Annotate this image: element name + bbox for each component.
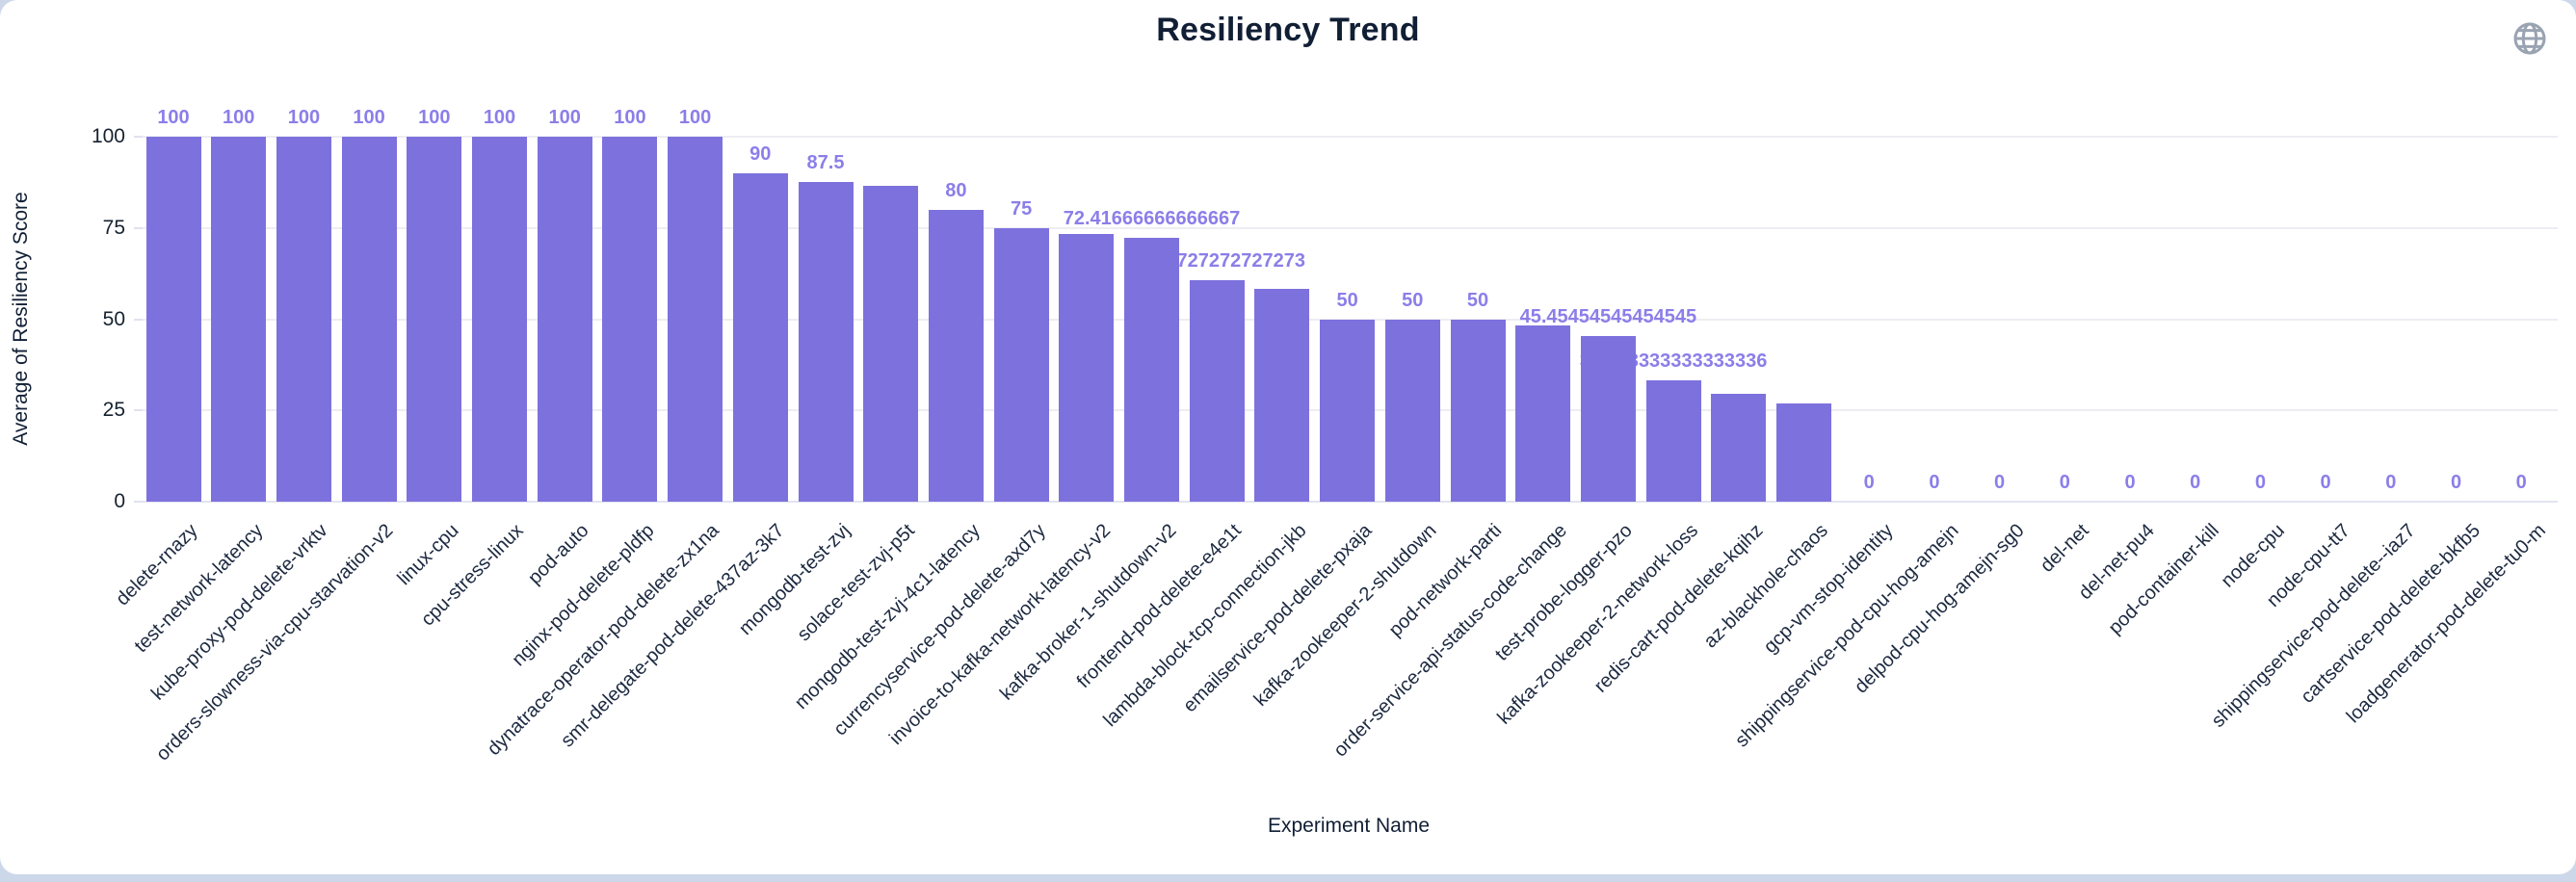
y-tick-mark	[134, 318, 143, 321]
bar[interactable]	[407, 137, 462, 502]
bar[interactable]	[1384, 319, 1440, 502]
bar-value-label: 0	[2515, 472, 2527, 493]
y-tick-label: 75	[102, 216, 125, 239]
bar-value-label: 0	[2059, 472, 2070, 493]
bar-value-label: 75	[1010, 197, 1033, 220]
bar-value-label: 100	[614, 107, 646, 128]
x-tick-label: solace-test-zvj-p5t	[793, 520, 920, 646]
bar-value-label: 0	[2320, 472, 2331, 493]
bar[interactable]	[1776, 403, 1831, 502]
bar-value-label: 100	[678, 107, 712, 128]
x-tick-label: dynatrace-operator-pod-delete-zx1na	[484, 520, 724, 761]
bar[interactable]	[1320, 319, 1376, 502]
bar[interactable]	[1711, 393, 1767, 502]
x-tick-label: orders-slowness-via-cpu-starvation-v2	[152, 520, 398, 765]
bar[interactable]	[472, 137, 527, 502]
bar[interactable]	[1450, 319, 1506, 502]
bar-value-label: 100	[157, 107, 190, 128]
bar[interactable]	[1059, 234, 1115, 502]
bar-value-label: 80	[945, 179, 967, 201]
bar[interactable]	[732, 172, 788, 502]
y-tick-label: 100	[91, 125, 125, 147]
x-tick-label: order-service-api-status-code-change	[1329, 520, 1572, 762]
bar[interactable]	[993, 227, 1049, 502]
bar-value-label: 0	[1929, 472, 1940, 493]
x-axis-line	[143, 501, 2558, 503]
gridline	[143, 136, 2558, 138]
bar[interactable]	[1124, 237, 1179, 502]
y-tick-label: 0	[114, 490, 125, 512]
bar-value-label: 0	[2190, 472, 2201, 493]
bar[interactable]	[1645, 379, 1701, 502]
bar[interactable]	[928, 209, 984, 502]
bar[interactable]	[211, 137, 267, 502]
bar[interactable]	[341, 137, 397, 502]
bar[interactable]	[1189, 279, 1245, 502]
x-axis-title: Experiment Name	[1267, 815, 1431, 837]
bar[interactable]	[537, 137, 592, 502]
bar[interactable]	[863, 186, 919, 502]
bar[interactable]	[602, 137, 658, 502]
bar-value-label: 100	[548, 107, 581, 128]
bar[interactable]	[145, 137, 201, 502]
bar-value-label: 50	[1402, 289, 1424, 311]
y-tick-mark	[134, 226, 143, 229]
bar[interactable]	[798, 182, 854, 502]
chart-title: Resiliency Trend	[1156, 12, 1420, 48]
bar-value-label: 100	[353, 107, 385, 128]
bar-value-label: 100	[418, 107, 451, 128]
bar-value-label: 0	[1994, 472, 2006, 493]
bar-value-label: 0	[2385, 472, 2397, 493]
x-tick-label: mongodb-test-zvj	[734, 520, 854, 640]
bar-value-label: 100	[287, 107, 321, 128]
y-tick-mark	[134, 501, 143, 503]
bar-value-label: 87.5	[806, 152, 845, 174]
bar-value-label: 50	[1336, 289, 1358, 311]
x-tick-label: az-blackhole-chaos	[1699, 520, 1833, 653]
globe-icon[interactable]	[2510, 19, 2549, 58]
bar-value-label: 90	[749, 143, 772, 165]
bar[interactable]	[1515, 324, 1571, 502]
bar-value-label: 100	[223, 107, 255, 128]
bar-value-label: 72.41666666666667	[1063, 207, 1241, 229]
bar-value-label: 50	[1466, 289, 1489, 311]
bar-value-label: 45.45454545454545	[1519, 305, 1697, 327]
bar-value-label: 0	[2450, 472, 2462, 493]
x-tick-label: pod-container-kill	[2105, 520, 2224, 639]
bar[interactable]	[1580, 335, 1636, 502]
bar[interactable]	[668, 137, 723, 502]
y-tick-mark	[134, 136, 143, 138]
bar-value-label: 0	[2254, 472, 2266, 493]
gridline	[143, 226, 2558, 229]
bar-value-label: 0	[2124, 472, 2136, 493]
bar-value-label: 0	[1863, 472, 1875, 493]
bar-value-label: 100	[483, 107, 516, 128]
y-tick-mark	[134, 409, 143, 412]
y-tick-label: 25	[102, 399, 125, 422]
y-tick-label: 50	[102, 307, 125, 330]
x-tick-label: pod-network-parti	[1384, 520, 1507, 641]
x-tick-label: del-net	[2037, 520, 2093, 577]
bar[interactable]	[1254, 288, 1310, 502]
bar[interactable]	[276, 137, 331, 502]
